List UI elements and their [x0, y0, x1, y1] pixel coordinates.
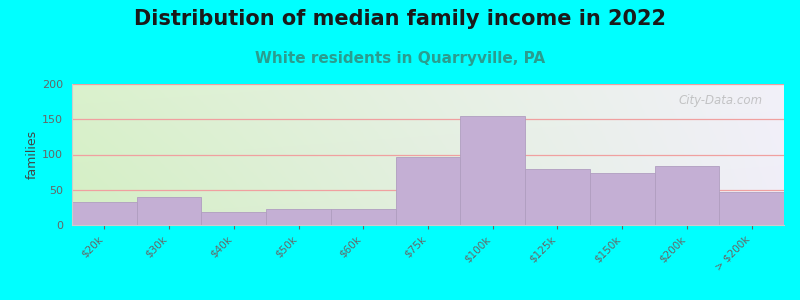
Bar: [719, 192, 784, 225]
Bar: [525, 169, 590, 225]
Text: City-Data.com: City-Data.com: [678, 94, 762, 107]
Bar: [266, 209, 331, 225]
Text: Distribution of median family income in 2022: Distribution of median family income in …: [134, 9, 666, 29]
Y-axis label: families: families: [26, 130, 39, 179]
Bar: [460, 116, 525, 225]
Bar: [137, 197, 202, 225]
Bar: [331, 209, 396, 225]
Text: White residents in Quarryville, PA: White residents in Quarryville, PA: [255, 51, 545, 66]
Bar: [396, 157, 460, 225]
Bar: [654, 167, 719, 225]
Bar: [72, 202, 137, 225]
Bar: [590, 173, 654, 225]
Bar: [202, 212, 266, 225]
